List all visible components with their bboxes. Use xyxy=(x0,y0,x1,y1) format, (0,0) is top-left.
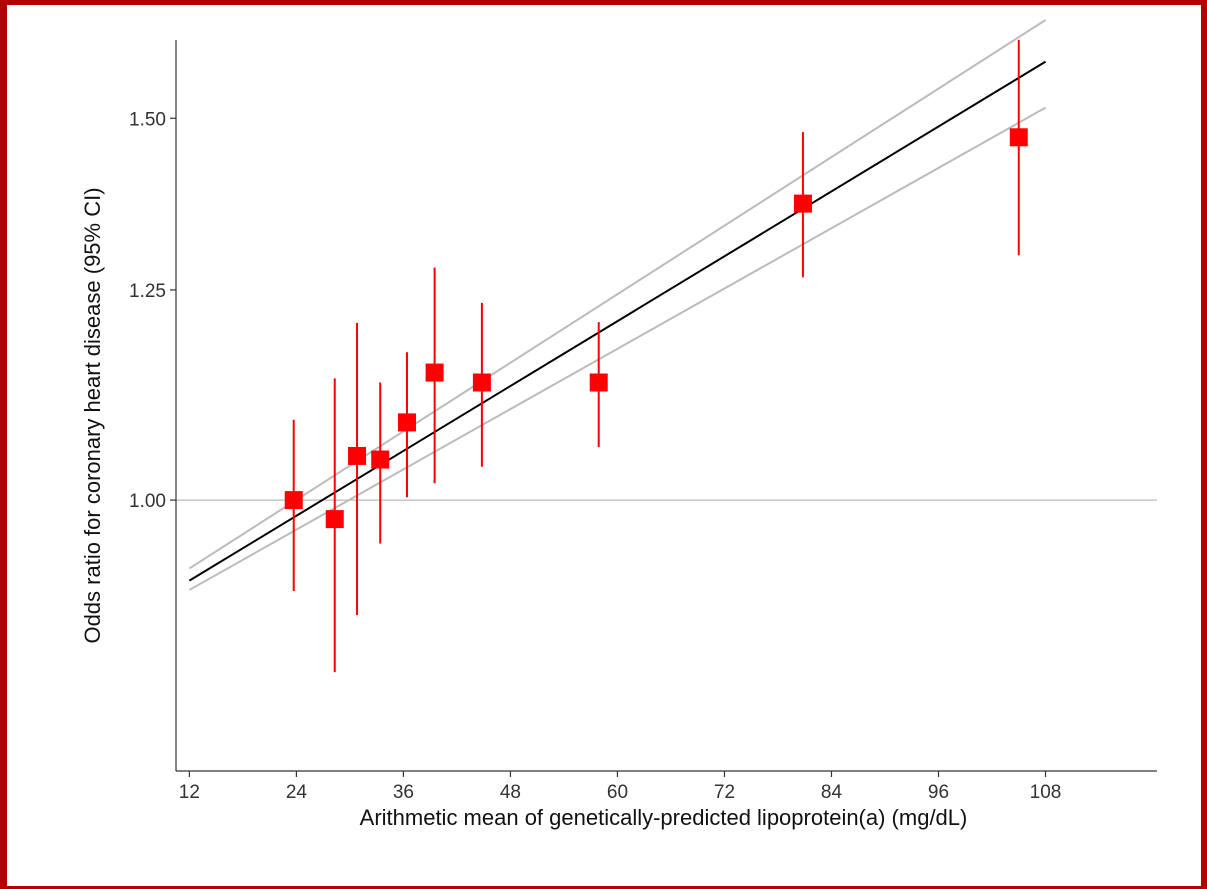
x-tick-label: 48 xyxy=(500,782,521,803)
fit-line-layer xyxy=(188,60,1047,582)
data-point-2 xyxy=(325,510,344,529)
confidence-band-layer xyxy=(188,19,1047,591)
data-point-10 xyxy=(1009,128,1028,147)
y-tick-label: 1.00 xyxy=(129,491,166,512)
data-point-7 xyxy=(472,373,491,392)
ci-lower-line xyxy=(188,106,1047,591)
x-tick-label: 36 xyxy=(393,782,414,803)
data-point-1 xyxy=(284,491,303,510)
x-axis-title: Arithmetic mean of genetically-predicted… xyxy=(360,805,968,830)
x-tick-label: 108 xyxy=(1030,782,1062,803)
x-tick-label: 72 xyxy=(714,782,735,803)
data-point-6 xyxy=(425,363,444,382)
data-point-8 xyxy=(589,373,608,392)
data-point-5 xyxy=(397,413,416,432)
axis-layer: 12 24 36 48 60 72 84 96 108 1.00 1.25 1.50 xyxy=(129,40,1157,803)
data-point-3 xyxy=(348,446,367,465)
x-tick-label: 60 xyxy=(607,782,628,803)
y-axis-title: Odds ratio for coronary heart disease (9… xyxy=(80,187,105,643)
x-tick-label: 84 xyxy=(821,782,843,803)
x-tick-label: 12 xyxy=(179,782,200,803)
y-tick-label: 1.25 xyxy=(129,281,166,302)
y-tick-label: 1.50 xyxy=(129,109,166,130)
error-bar-layer xyxy=(292,40,1020,673)
x-tick-label: 24 xyxy=(286,782,308,803)
data-point-4 xyxy=(371,450,390,469)
x-tick-label: 96 xyxy=(928,782,949,803)
data-point-9 xyxy=(793,194,812,213)
fit-line xyxy=(188,60,1047,582)
point-layer xyxy=(284,128,1028,529)
ci-upper-line xyxy=(188,19,1047,570)
